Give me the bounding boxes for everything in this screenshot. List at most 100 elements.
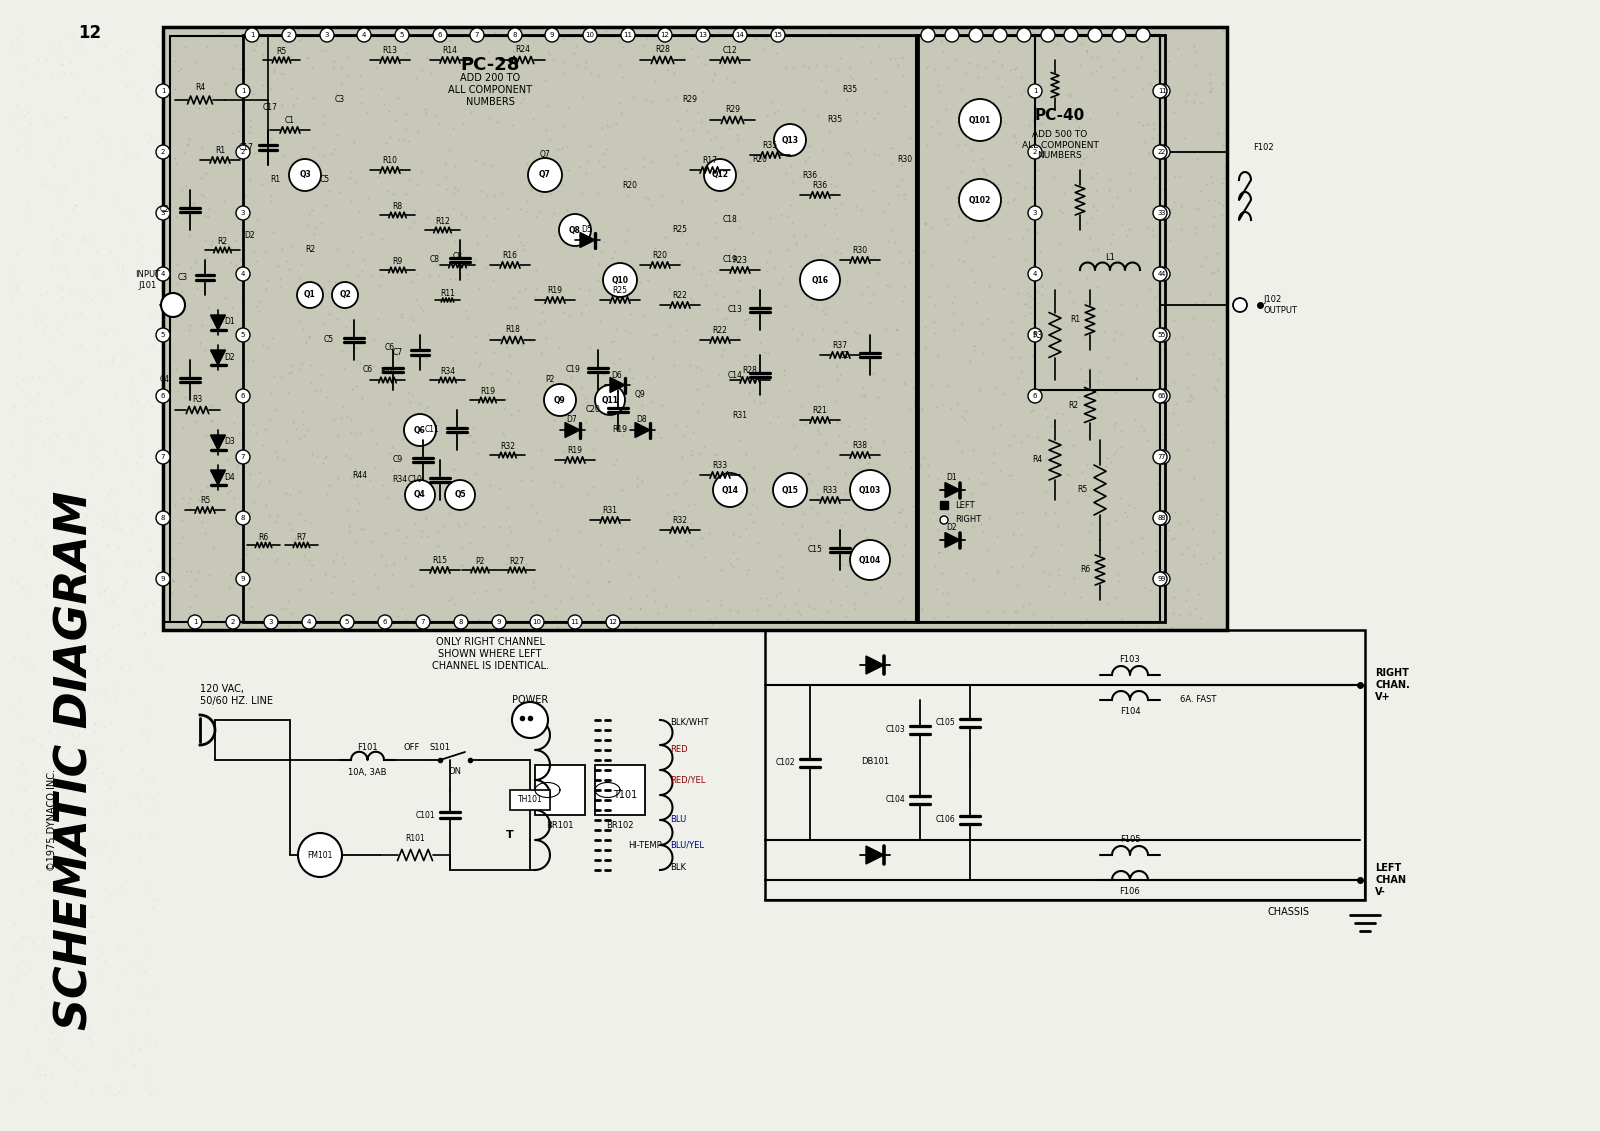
Point: [486, 330, 512, 348]
Point: [216, 578, 242, 596]
Point: [669, 131, 694, 149]
Point: [83, 340, 109, 359]
Point: [1147, 360, 1173, 378]
Point: [451, 115, 477, 133]
Point: [533, 329, 558, 347]
Point: [1046, 200, 1072, 218]
Point: [186, 562, 211, 580]
Text: INPUT
J101: INPUT J101: [136, 270, 160, 290]
Point: [221, 489, 246, 507]
Point: [106, 977, 131, 995]
Point: [546, 338, 571, 356]
Text: R5: R5: [277, 46, 286, 55]
Point: [1010, 502, 1035, 520]
Point: [510, 236, 536, 254]
Point: [902, 365, 928, 383]
Text: 6: 6: [382, 619, 387, 625]
Text: 8: 8: [512, 32, 517, 38]
Circle shape: [658, 28, 672, 42]
Point: [438, 588, 464, 606]
Point: [67, 35, 93, 53]
Point: [616, 188, 642, 206]
Point: [958, 260, 984, 278]
Circle shape: [1155, 450, 1170, 464]
Point: [288, 254, 314, 273]
Polygon shape: [866, 846, 883, 864]
Point: [566, 524, 592, 542]
Point: [432, 167, 458, 185]
Point: [3, 280, 29, 299]
Point: [982, 120, 1008, 138]
Bar: [1035, 35, 1160, 390]
Point: [338, 423, 363, 441]
Point: [34, 116, 59, 135]
Point: [608, 104, 634, 122]
Point: [747, 589, 773, 607]
Point: [53, 659, 78, 677]
Circle shape: [850, 539, 890, 580]
Point: [533, 71, 558, 89]
Point: [96, 1077, 122, 1095]
Point: [213, 290, 238, 308]
Point: [670, 516, 696, 534]
Point: [523, 502, 549, 520]
Point: [632, 158, 658, 176]
Point: [114, 146, 139, 164]
Point: [653, 42, 678, 60]
Point: [568, 158, 594, 176]
Point: [1021, 400, 1046, 418]
Text: R1: R1: [214, 146, 226, 155]
Text: R29: R29: [683, 95, 698, 104]
Point: [34, 51, 59, 69]
Point: [707, 497, 733, 515]
Point: [245, 33, 270, 51]
Point: [248, 539, 274, 558]
Point: [574, 485, 600, 503]
Text: D1: D1: [947, 474, 957, 483]
Point: [222, 516, 248, 534]
Point: [890, 500, 915, 518]
Point: [1197, 81, 1222, 100]
Point: [310, 115, 336, 133]
Point: [398, 577, 424, 595]
Point: [78, 1033, 104, 1051]
Point: [242, 41, 267, 59]
Point: [32, 988, 58, 1007]
Circle shape: [1155, 145, 1170, 159]
Point: [210, 24, 235, 42]
Text: R35: R35: [843, 86, 858, 95]
Text: C6: C6: [363, 365, 373, 374]
Point: [1054, 465, 1080, 483]
Point: [309, 214, 334, 232]
Point: [54, 132, 80, 150]
Point: [518, 181, 544, 199]
Point: [194, 98, 219, 116]
Point: [843, 104, 869, 122]
Circle shape: [1155, 511, 1170, 525]
Point: [83, 839, 109, 857]
Point: [189, 138, 214, 156]
Point: [405, 27, 430, 45]
Point: [606, 94, 632, 112]
Circle shape: [528, 158, 562, 192]
Point: [960, 141, 986, 159]
Point: [509, 94, 534, 112]
Point: [979, 248, 1005, 266]
Point: [541, 375, 566, 394]
Point: [85, 649, 110, 667]
Point: [650, 396, 675, 414]
Circle shape: [958, 100, 1002, 141]
Text: 4: 4: [1034, 271, 1037, 277]
Point: [800, 472, 826, 490]
Point: [29, 978, 54, 996]
Point: [29, 107, 54, 126]
Point: [688, 529, 714, 547]
Point: [349, 261, 374, 279]
Point: [573, 413, 598, 431]
Point: [64, 433, 90, 451]
Text: R36: R36: [813, 181, 827, 190]
Text: R3: R3: [1032, 330, 1042, 339]
Point: [435, 19, 461, 37]
Point: [430, 517, 456, 535]
Point: [56, 267, 82, 285]
